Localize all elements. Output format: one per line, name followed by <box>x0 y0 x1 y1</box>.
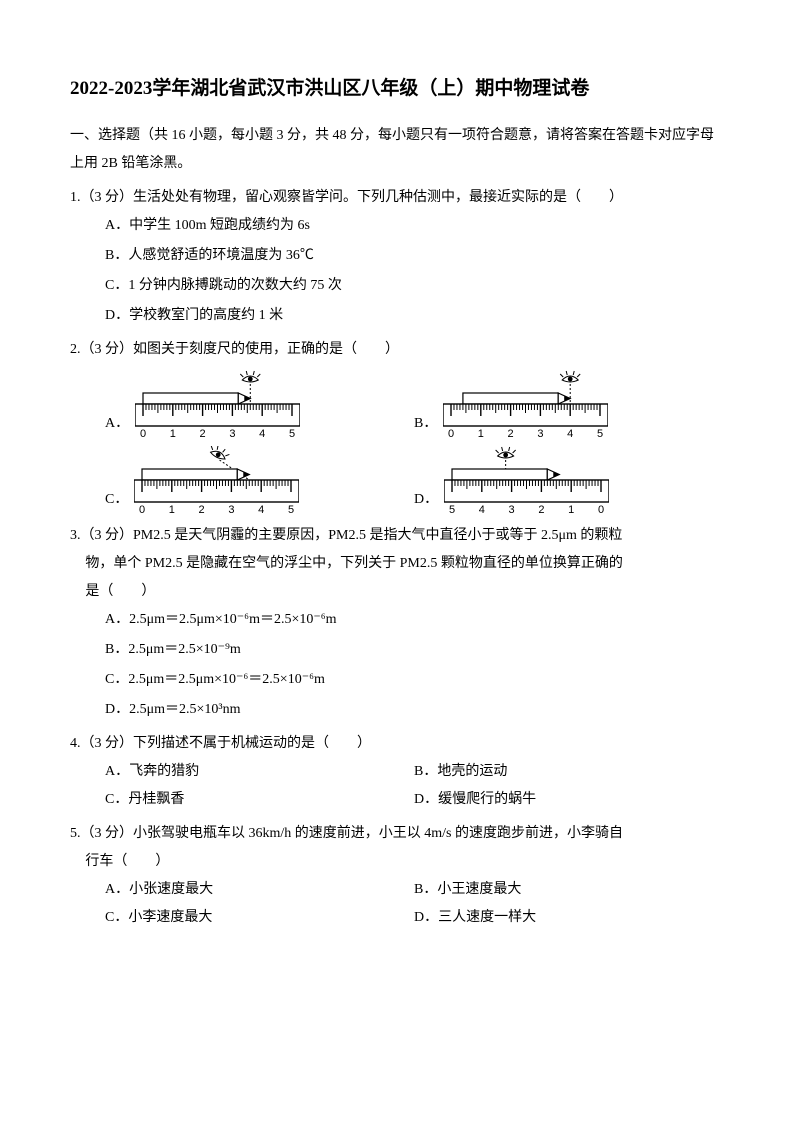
q2-label-a: A． <box>105 410 129 440</box>
page-title: 2022-2023学年湖北省武汉市洪山区八年级（上）期中物理试卷 <box>70 70 723 108</box>
q2-figure-b: 0 1 2 3 4 5 <box>443 370 608 440</box>
svg-text:2: 2 <box>508 428 514 440</box>
q4-stem: 4.（3 分）下列描述不属于机械运动的是（ ） <box>70 730 723 758</box>
svg-text:3: 3 <box>538 428 544 440</box>
q5-option-b: B．小王速度最大 <box>414 876 723 904</box>
q3-stem-line3: 是（ ） <box>70 578 723 606</box>
q2-label-b: B． <box>414 410 437 440</box>
svg-text:5: 5 <box>449 504 455 516</box>
q5-stem-line1: 5.（3 分）小张驾驶电瓶车以 36km/h 的速度前进，小王以 4m/s 的速… <box>70 820 723 848</box>
question-3: 3.（3 分）PM2.5 是天气阴霾的主要原因，PM2.5 是指大气中直径小于或… <box>70 522 723 724</box>
svg-text:1: 1 <box>170 428 176 440</box>
svg-text:2: 2 <box>199 504 205 516</box>
svg-text:5: 5 <box>288 504 294 516</box>
q2-label-d: D． <box>414 486 438 516</box>
q1-option-d: D．学校教室门的高度约 1 米 <box>105 302 723 330</box>
svg-text:4: 4 <box>259 428 265 440</box>
question-4: 4.（3 分）下列描述不属于机械运动的是（ ） A．飞奔的猎豹 B．地壳的运动 … <box>70 730 723 814</box>
q1-option-b: B．人感觉舒适的环境温度为 36℃ <box>105 242 723 270</box>
q5-stem-line2: 行车（ ） <box>70 848 723 876</box>
q1-stem: 1.（3 分）生活处处有物理，留心观察皆学问。下列几种估测中，最接近实际的是（ … <box>70 184 723 212</box>
svg-text:0: 0 <box>140 428 146 440</box>
q2-figure-d: 5 4 3 2 1 0 <box>444 446 609 516</box>
svg-text:0: 0 <box>598 504 604 516</box>
q4-option-c: C．丹桂飘香 <box>105 786 414 814</box>
svg-text:1: 1 <box>169 504 175 516</box>
q3-option-c: C．2.5μm＝2.5μm×10⁻⁶＝2.5×10⁻⁶m <box>105 666 723 694</box>
question-2: 2.（3 分）如图关于刻度尺的使用，正确的是（ ） A． 0 1 2 3 4 5 B． 0… <box>70 336 723 516</box>
question-5: 5.（3 分）小张驾驶电瓶车以 36km/h 的速度前进，小王以 4m/s 的速… <box>70 820 723 932</box>
svg-text:5: 5 <box>597 428 603 440</box>
q2-figure-c: 0 1 2 3 4 5 <box>134 446 299 516</box>
q5-option-a: A．小张速度最大 <box>105 876 414 904</box>
svg-text:5: 5 <box>289 428 295 440</box>
svg-text:1: 1 <box>478 428 484 440</box>
q3-stem-line2: 物，单个 PM2.5 是隐藏在空气的浮尘中，下列关于 PM2.5 颗粒物直径的单… <box>70 550 723 578</box>
q5-option-c: C．小李速度最大 <box>105 904 414 932</box>
svg-text:4: 4 <box>258 504 264 516</box>
q2-stem: 2.（3 分）如图关于刻度尺的使用，正确的是（ ） <box>70 336 723 364</box>
q2-label-c: C． <box>105 486 128 516</box>
svg-text:4: 4 <box>479 504 485 516</box>
question-1: 1.（3 分）生活处处有物理，留心观察皆学问。下列几种估测中，最接近实际的是（ … <box>70 184 723 330</box>
svg-text:0: 0 <box>139 504 145 516</box>
q3-option-a: A．2.5μm＝2.5μm×10⁻⁶m＝2.5×10⁻⁶m <box>105 606 723 634</box>
section-1-heading: 一、选择题（共 16 小题，每小题 3 分，共 48 分，每小题只有一项符合题意… <box>70 122 723 178</box>
q1-option-a: A．中学生 100m 短跑成绩约为 6s <box>105 212 723 240</box>
q2-figure-a: 0 1 2 3 4 5 <box>135 370 300 440</box>
svg-text:3: 3 <box>509 504 515 516</box>
q1-option-c: C．1 分钟内脉搏跳动的次数大约 75 次 <box>105 272 723 300</box>
q3-stem-line1: 3.（3 分）PM2.5 是天气阴霾的主要原因，PM2.5 是指大气中直径小于或… <box>70 522 723 550</box>
q5-option-d: D．三人速度一样大 <box>414 904 723 932</box>
q3-option-b: B．2.5μm＝2.5×10⁻⁹m <box>105 636 723 664</box>
svg-text:1: 1 <box>568 504 574 516</box>
svg-text:0: 0 <box>448 428 454 440</box>
svg-text:3: 3 <box>229 504 235 516</box>
svg-text:3: 3 <box>229 428 235 440</box>
svg-text:4: 4 <box>567 428 573 440</box>
q4-option-b: B．地壳的运动 <box>414 758 723 786</box>
q4-option-d: D．缓慢爬行的蜗牛 <box>414 786 723 814</box>
q4-option-a: A．飞奔的猎豹 <box>105 758 414 786</box>
svg-text:2: 2 <box>200 428 206 440</box>
q3-option-d: D．2.5μm＝2.5×10³nm <box>105 696 723 724</box>
svg-text:2: 2 <box>538 504 544 516</box>
